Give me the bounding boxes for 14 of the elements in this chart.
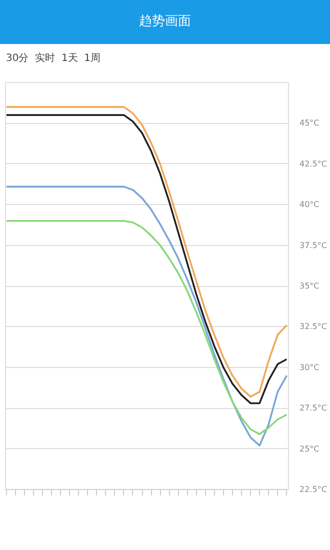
y-tick-label: 30°C bbox=[300, 362, 320, 372]
y-tick-label: 25°C bbox=[300, 444, 320, 454]
y-tick-label: 32.5°C bbox=[300, 322, 328, 332]
line-series bbox=[6, 186, 288, 446]
y-tick-label: 45°C bbox=[300, 118, 320, 128]
y-tick-label: 37.5°C bbox=[300, 240, 328, 250]
y-tick-label: 35°C bbox=[300, 282, 320, 290]
y-tick-label: 22.5°C bbox=[300, 485, 328, 494]
y-tick-label: 40°C bbox=[300, 200, 320, 210]
chart-title: 趋势画面 bbox=[139, 13, 191, 31]
y-tick-label: 27.5°C bbox=[300, 404, 328, 413]
line-series bbox=[6, 220, 288, 436]
text: 30分 实时 1天 1周 bbox=[6, 53, 101, 64]
y-tick-label: 42.5°C bbox=[300, 159, 328, 168]
